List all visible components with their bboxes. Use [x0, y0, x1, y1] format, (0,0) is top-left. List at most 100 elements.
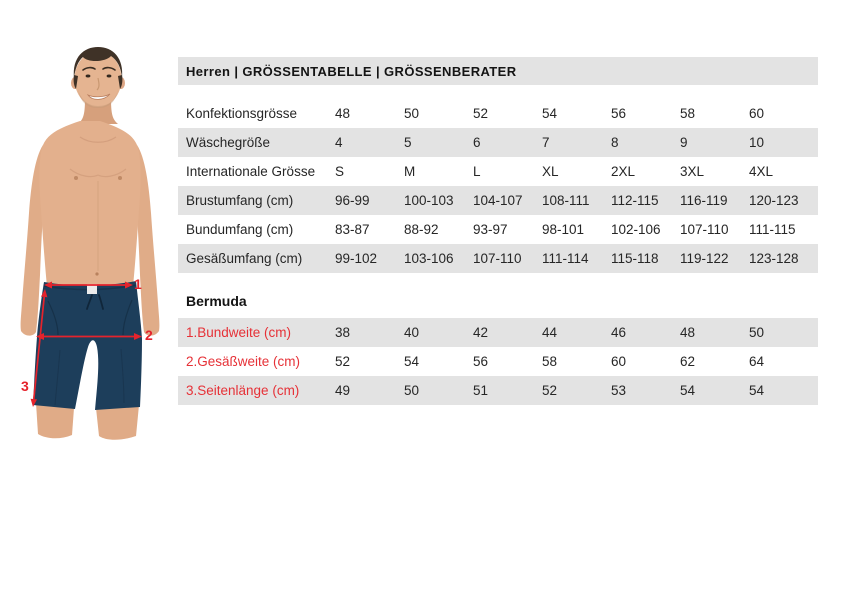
shorts-tag — [87, 284, 97, 294]
row-value: 108-111 — [542, 193, 590, 208]
figure-eye — [106, 74, 112, 78]
figure-torso — [39, 121, 141, 287]
table-row: 1.Bundweite (cm) 38 40 42 44 46 48 50 — [178, 318, 818, 347]
row-value: 4XL — [749, 164, 774, 179]
row-value: 120-123 — [749, 193, 799, 208]
figure-detail — [118, 176, 122, 180]
row-label: Brustumfang (cm) — [186, 193, 294, 208]
row-value: 53 — [611, 383, 627, 398]
row-value: 3XL — [680, 164, 705, 179]
figure-eye — [85, 74, 91, 78]
row-value: 52 — [473, 106, 489, 121]
row-value: 4 — [335, 135, 343, 150]
row-value: 123-128 — [749, 251, 799, 266]
shorts — [33, 281, 142, 410]
table-row: Gesäßumfang (cm) 99-102 103-106 107-110 … — [178, 244, 818, 273]
row-value: 5 — [404, 135, 412, 150]
row-value: S — [335, 164, 345, 179]
figure-chest-line — [69, 168, 127, 178]
row-value: 115-118 — [611, 251, 659, 266]
row-value: 64 — [749, 354, 765, 369]
general-size-rows: Konfektionsgrösse 48 50 52 54 56 58 60 W… — [178, 99, 818, 273]
row-value: 56 — [611, 106, 627, 121]
table-row: Bundumfang (cm) 83-87 88-92 93-97 98-101… — [178, 215, 818, 244]
shorts-folds — [54, 348, 125, 406]
table-row: Brustumfang (cm) 96-99 100-103 104-107 1… — [178, 186, 818, 215]
figure-hair — [73, 47, 123, 78]
row-value: XL — [542, 164, 559, 179]
figure-collarbone — [79, 136, 117, 143]
row-value: L — [473, 164, 481, 179]
row-label: Wäschegröße — [186, 135, 271, 150]
row-label: 3.Seitenlänge (cm) — [186, 383, 300, 398]
row-value: 6 — [473, 135, 481, 150]
figure-navel — [95, 272, 99, 276]
row-value: 10 — [749, 135, 765, 150]
shorts-pockets — [47, 299, 133, 336]
row-value: 112-115 — [611, 193, 659, 208]
table-title: Herren | GRÖSSENTABELLE | GRÖSSENBERATER — [178, 57, 818, 85]
bermuda-section-heading: Bermuda — [186, 293, 247, 309]
size-table: Herren | GRÖSSENTABELLE | GRÖSSENBERATER… — [178, 57, 818, 405]
row-value: 104-107 — [473, 193, 523, 208]
row-value: 93-97 — [473, 222, 508, 237]
row-value: 44 — [542, 325, 558, 340]
figure-legs — [36, 403, 74, 439]
table-row: Konfektionsgrösse 48 50 52 54 56 58 60 — [178, 99, 818, 128]
row-value: 9 — [680, 135, 688, 150]
row-value: 103-106 — [404, 251, 454, 266]
measure-label-2: 2 — [145, 327, 153, 343]
row-value: 98-101 — [542, 222, 585, 237]
waist-measure-arrow — [44, 281, 133, 289]
row-value: 58 — [680, 106, 696, 121]
row-value: 88-92 — [404, 222, 439, 237]
row-value: 49 — [335, 383, 351, 398]
table-row: Wäschegröße 4 5 6 7 8 9 10 — [178, 128, 818, 157]
row-value: 46 — [611, 325, 627, 340]
figure-legs — [96, 405, 139, 440]
side-length-measure-arrow — [30, 289, 48, 407]
row-value: 58 — [542, 354, 558, 369]
row-label: 1.Bundweite (cm) — [186, 325, 292, 340]
figure-detail — [74, 176, 78, 180]
row-value: 56 — [473, 354, 489, 369]
row-value: 40 — [404, 325, 420, 340]
row-label: Konfektionsgrösse — [186, 106, 298, 121]
row-value: 100-103 — [404, 193, 454, 208]
row-value: 2XL — [611, 164, 636, 179]
row-label: 2.Gesäßweite (cm) — [186, 354, 301, 369]
row-value: 54 — [749, 383, 765, 398]
row-value: 8 — [611, 135, 619, 150]
row-value: 60 — [749, 106, 765, 121]
row-value: 102-106 — [611, 222, 661, 237]
row-label: Gesäßumfang (cm) — [186, 251, 303, 266]
row-value: 107-110 — [680, 222, 729, 237]
table-row: Internationale Grösse S M L XL 2XL 3XL 4… — [178, 157, 818, 186]
row-value: 60 — [611, 354, 627, 369]
row-value: 107-110 — [473, 251, 522, 266]
row-value: 111-115 — [749, 222, 796, 237]
figure-smile — [86, 93, 111, 100]
row-label: Internationale Grösse — [186, 164, 316, 179]
row-value: 116-119 — [680, 193, 728, 208]
row-label: Bundumfang (cm) — [186, 222, 294, 237]
row-value: 83-87 — [335, 222, 370, 237]
row-value: 52 — [335, 354, 351, 369]
bermuda-rows: 1.Bundweite (cm) 38 40 42 44 46 48 50 2.… — [178, 318, 818, 405]
row-value: 50 — [404, 383, 420, 398]
row-value: 50 — [404, 106, 420, 121]
row-value: 111-114 — [542, 251, 589, 266]
row-value: 48 — [680, 325, 696, 340]
row-value: 96-99 — [335, 193, 370, 208]
figure-nose — [96, 77, 100, 91]
model-photo: 1 2 3 — [0, 45, 175, 440]
figure-eyebrow — [82, 66, 96, 71]
row-value: 7 — [542, 135, 550, 150]
measure-label-3: 3 — [21, 378, 29, 394]
row-value: 54 — [542, 106, 558, 121]
model-figure-illustration — [20, 47, 160, 440]
figure-eyebrow — [102, 66, 116, 71]
row-value: 50 — [749, 325, 765, 340]
table-row: 2.Gesäßweite (cm) 52 54 56 58 60 62 64 — [178, 347, 818, 376]
